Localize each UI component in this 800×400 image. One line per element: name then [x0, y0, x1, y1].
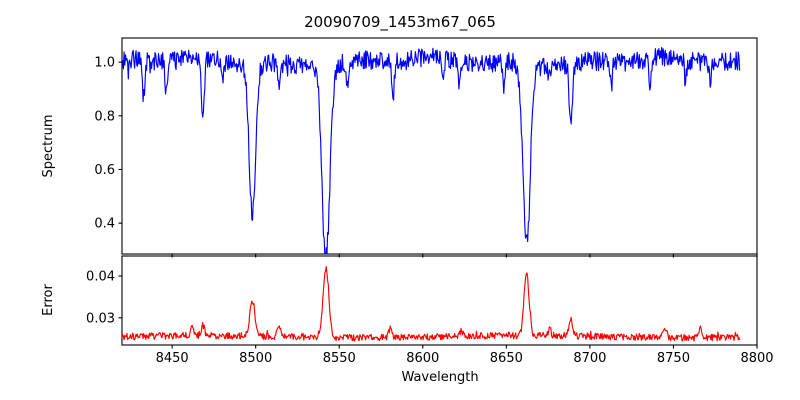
x-tick-label: 8600	[406, 351, 439, 366]
spectrum-data-line	[122, 46, 741, 254]
x-tick-label: 8550	[323, 351, 356, 366]
error-tickmarks	[118, 275, 758, 349]
spectrum-axes-frame	[121, 37, 758, 255]
x-tick-label: 8800	[740, 351, 773, 366]
x-axis-label: Wavelength	[401, 370, 478, 385]
x-tick-label: 8500	[239, 351, 272, 366]
spectrum-tickmarks	[118, 61, 758, 258]
error-data-line	[122, 265, 741, 342]
spectrum-tick-labels: 0.4 0.6 0.8 1.0	[94, 56, 115, 232]
figure-title: 20090709_1453m67_065	[304, 13, 496, 32]
y-tick-label: 0.6	[94, 163, 115, 178]
error-axes-frame	[121, 255, 758, 346]
x-tick-label: 8450	[156, 351, 189, 366]
y-tick-label: 0.8	[94, 109, 115, 124]
spectrum-y-axis-label: Spectrum	[41, 115, 56, 178]
error-tick-labels: 8450 8500 8550 8600 8650 8700 8750 8800 0.03 0.04	[86, 270, 774, 366]
error-y-axis-label: Error	[41, 284, 56, 316]
x-tick-label: 8700	[573, 351, 606, 366]
y-tick-label: 1.0	[94, 56, 115, 71]
x-tick-label: 8650	[490, 351, 523, 366]
y-tick-label: 0.4	[94, 217, 115, 232]
spectrum-panel: 0.4 0.6 0.8 1.0 Spectrum	[41, 37, 758, 258]
x-tick-label: 8750	[657, 351, 690, 366]
error-panel: 8450 8500 8550 8600 8650 8700 8750 8800 0.03 0.04…	[41, 255, 774, 366]
y-tick-label: 0.04	[86, 270, 115, 285]
y-tick-label: 0.03	[86, 311, 115, 326]
